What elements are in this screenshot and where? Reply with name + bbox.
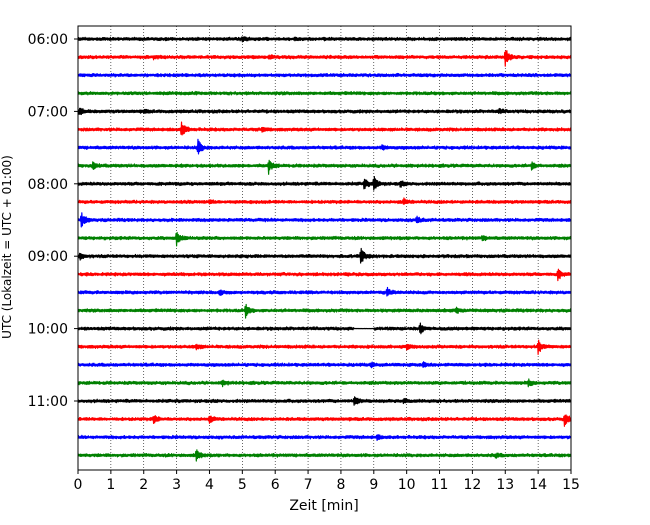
seismogram-trace bbox=[77, 303, 572, 319]
seismogram-trace bbox=[77, 286, 572, 297]
seismogram-trace bbox=[77, 72, 572, 78]
x-tick-label: 7 bbox=[304, 477, 313, 493]
seismogram-trace bbox=[77, 212, 572, 228]
seismogram-trace bbox=[77, 361, 572, 369]
x-tick-label: 0 bbox=[74, 477, 83, 493]
y-tick-label: 11:00 bbox=[28, 394, 68, 410]
seismogram-trace bbox=[77, 434, 572, 442]
y-tick-label: 09:00 bbox=[28, 249, 68, 265]
x-tick-label: 8 bbox=[336, 477, 345, 493]
seismogram-trace bbox=[77, 175, 572, 191]
x-tick-label: 2 bbox=[139, 477, 148, 493]
seismogram-trace bbox=[77, 414, 572, 427]
x-tick-label: 5 bbox=[238, 477, 247, 493]
seismogram-trace bbox=[77, 197, 572, 205]
seismogram-traces bbox=[77, 36, 572, 462]
x-tick-label: 13 bbox=[496, 477, 514, 493]
seismogram-trace bbox=[77, 50, 572, 67]
x-tick-label: 9 bbox=[369, 477, 378, 493]
seismogram-trace bbox=[77, 449, 572, 462]
x-tick-label: 3 bbox=[172, 477, 181, 493]
x-tick-label: 11 bbox=[431, 477, 449, 493]
seismogram-trace bbox=[77, 322, 572, 335]
plot-frame bbox=[77, 25, 572, 471]
grid-lines bbox=[110, 26, 539, 470]
seismogram-trace bbox=[77, 159, 572, 175]
x-tick-label: 15 bbox=[562, 477, 580, 493]
y-tick-label: 10:00 bbox=[28, 322, 68, 338]
x-tick-label: 10 bbox=[398, 477, 416, 493]
y-tick-label: 07:00 bbox=[28, 104, 68, 120]
y-tick-label: 06:00 bbox=[28, 32, 68, 48]
seismogram-trace bbox=[77, 396, 572, 406]
seismogram-trace bbox=[77, 378, 572, 388]
y-axis-title: UTC (Lokalzeit = UTC + 01:00) bbox=[0, 155, 14, 339]
y-tick-label: 08:00 bbox=[28, 177, 68, 193]
seismogram-trace bbox=[77, 339, 572, 356]
seismogram-trace bbox=[77, 247, 572, 264]
y-axis-ticks: 06:00 07:00 08:00 09:00 10:00 11:00 bbox=[28, 32, 78, 410]
x-tick-label: 6 bbox=[271, 477, 280, 493]
x-tick-label: 1 bbox=[106, 477, 115, 493]
seismogram-trace bbox=[77, 36, 572, 43]
seismogram-trace bbox=[77, 90, 572, 96]
x-tick-label: 12 bbox=[463, 477, 481, 493]
x-tick-label: 4 bbox=[205, 477, 214, 493]
seismogram-trace bbox=[77, 268, 572, 282]
seismogram-trace bbox=[77, 107, 572, 116]
seismogram-trace bbox=[77, 138, 572, 155]
seismogram-trace bbox=[77, 121, 572, 136]
x-axis-title: Zeit [min] bbox=[289, 498, 358, 514]
x-axis-ticks: 0 1 2 3 4 5 6 7 8 9 10 11 12 13 14 15 bbox=[74, 470, 580, 493]
seismogram-trace bbox=[77, 231, 572, 247]
x-tick-label: 14 bbox=[529, 477, 547, 493]
